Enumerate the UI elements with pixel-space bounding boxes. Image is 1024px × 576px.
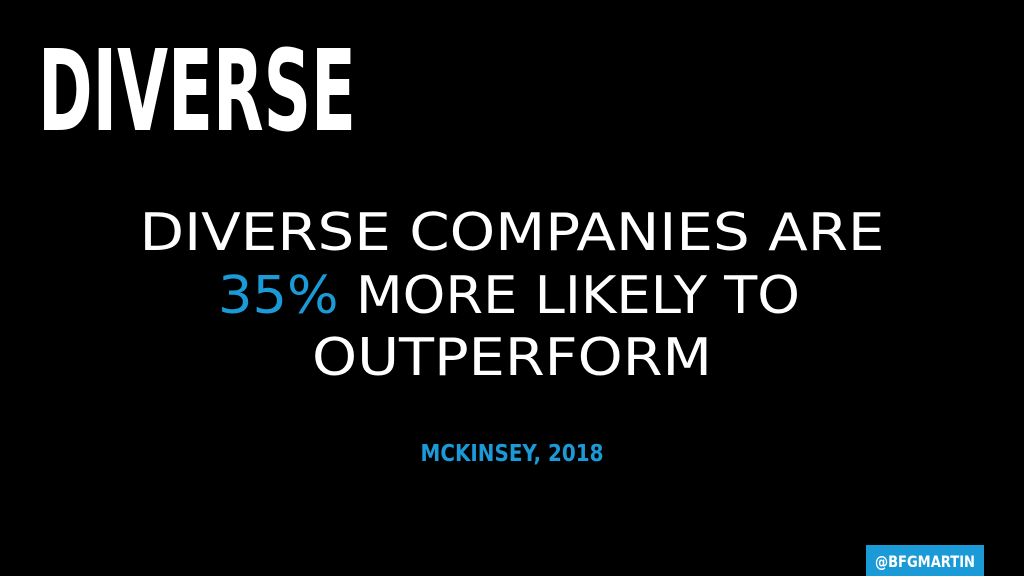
statement-text: MORE LIKELY TO	[356, 266, 800, 326]
source: MCKINSEY, 2018	[421, 441, 604, 467]
slide-title: DIVERSE	[38, 27, 356, 157]
statement-line: DIVERSE COMPANIES ARE	[140, 203, 885, 263]
statement-line: 35% MORE LIKELY TO	[218, 266, 800, 326]
handle: @BFGMARTIN	[875, 552, 975, 571]
statement-line: OUTPERFORM	[312, 328, 712, 388]
handle-badge	[866, 545, 984, 576]
highlight: 35%	[218, 266, 339, 326]
